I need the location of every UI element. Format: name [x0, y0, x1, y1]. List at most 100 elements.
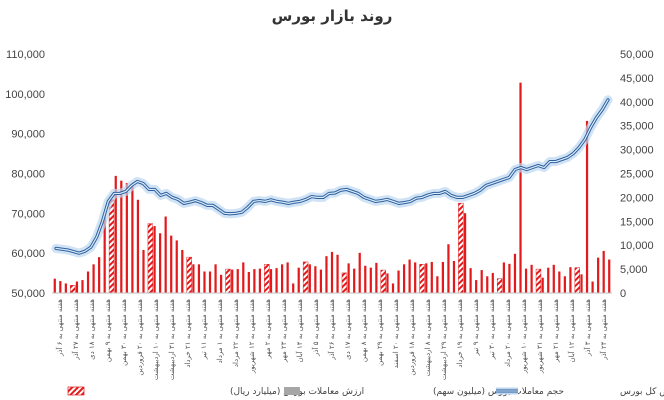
value-bar — [375, 262, 378, 293]
value-bar — [103, 211, 106, 293]
value-bar — [496, 278, 503, 294]
value-bar — [64, 283, 67, 293]
x-tick-label: هفته منتهی به ۲۲ مرداد — [232, 299, 240, 367]
x-tick-label: هفته منتهی به ۲۳ مهر — [280, 299, 288, 363]
value-bar — [430, 261, 433, 293]
value-bar — [341, 272, 348, 294]
value-bar — [580, 274, 583, 293]
y-right-tick: 25,000 — [620, 169, 654, 181]
value-bar — [203, 271, 206, 293]
value-bar — [164, 216, 167, 293]
value-bar — [214, 264, 217, 293]
value-bar — [308, 264, 311, 293]
x-tick-label: هفته منتهی به ۳۰ تیر — [488, 299, 496, 361]
x-tick-label: هفته منتهی به ۹ تیر — [472, 299, 480, 357]
x-tick-label: هفته منتهی به ۹ بهمن — [104, 299, 112, 362]
value-bar — [358, 252, 361, 293]
y-right-tick: 0 — [620, 288, 626, 300]
value-bar — [125, 183, 128, 293]
value-bar — [236, 269, 239, 293]
value-bar — [81, 280, 84, 293]
value-bar — [563, 276, 566, 293]
x-tick-label: هفته منتهی به ۸ اردیبهشت — [424, 299, 432, 377]
value-bar — [114, 175, 117, 293]
value-bar — [225, 268, 231, 294]
y-right-tick: 20,000 — [620, 192, 654, 204]
x-tick-label: هفته منتهی به ۲۶ آذر — [327, 299, 336, 361]
value-bar — [297, 267, 300, 293]
x-tick-label: هفته منتهی به ۵ آذر — [311, 299, 320, 357]
value-bar — [275, 268, 278, 293]
x-tick-label: هفته منتهی به ۲۹ بهمن — [376, 299, 384, 366]
value-bar — [280, 264, 284, 293]
y-right-tick: 10,000 — [620, 240, 654, 252]
value-bar — [425, 263, 428, 293]
value-bar — [325, 256, 328, 293]
value-bar — [108, 199, 115, 294]
y-left-tick: 100,000 — [5, 89, 45, 101]
value-bar — [530, 264, 533, 293]
x-tick-label: هفته منتهی به ۲۱ مهر — [552, 299, 560, 363]
value-bar — [436, 276, 439, 293]
x-tick-label: هفته منتهی به ۱۴ آبان — [295, 299, 304, 363]
x-tick-label: هفته منتهی به ۱۲ شهریور — [248, 299, 256, 374]
value-bar — [597, 257, 600, 293]
y-left-tick: 90,000 — [11, 129, 45, 141]
value-bar — [142, 249, 145, 293]
value-bar — [153, 226, 156, 293]
x-axis-labels: هفته منتهی به ۶ آذر هفته منتهی به ۲۷ آذر ه… — [55, 299, 608, 380]
value-bar — [75, 281, 79, 293]
y-left-tick: 70,000 — [11, 208, 45, 220]
value-bar — [159, 233, 162, 293]
value-bar — [569, 267, 572, 293]
value-bar — [414, 262, 417, 293]
value-bar — [231, 269, 234, 293]
y-axis-left: 50,000 60,000 70,000 80,000 90,000 100,000 110… — [5, 49, 45, 300]
legend-swatch — [284, 387, 300, 395]
x-tick-label: هفته منتهی به ۸ بهمن — [360, 299, 368, 362]
y-right-tick: 15,000 — [620, 216, 654, 228]
value-bar — [353, 268, 356, 293]
y-left-tick: 50,000 — [11, 288, 45, 300]
value-bar — [519, 82, 522, 294]
x-tick-label: هفته منتهی به ۶ آذر — [55, 299, 64, 357]
value-bar — [486, 276, 489, 293]
y-right-tick: 5,000 — [620, 264, 648, 276]
value-bar — [253, 269, 256, 293]
value-bar — [552, 264, 555, 293]
value-bar — [314, 266, 317, 293]
value-bar — [220, 274, 223, 293]
value-bar — [292, 283, 295, 293]
value-bar — [264, 264, 270, 294]
value-bar — [136, 199, 140, 293]
value-bar — [402, 264, 406, 293]
index-line — [51, 95, 613, 258]
x-tick-label: هفته منتهی به ۱۸ دی — [88, 299, 96, 360]
value-bar — [547, 267, 550, 293]
value-bar — [269, 269, 273, 293]
x-tick-label: هفته منتهی به ۲۰ مرداد — [504, 299, 512, 367]
value-bar — [319, 269, 323, 293]
value-bar — [258, 268, 262, 293]
x-tick-label: هفته منتهی به ۲۷ آذر — [71, 299, 80, 361]
value-bar — [131, 185, 134, 293]
value-bar — [475, 280, 478, 293]
x-tick-label: هفته منتهی به ۳۰ بهمن — [120, 299, 128, 366]
x-tick-label: هفته منتهی به ۲۴ آذر — [599, 299, 608, 361]
x-tick-label: هفته منتهی به ۱۹ خرداد — [456, 299, 464, 368]
value-bar — [92, 264, 95, 293]
value-bar — [447, 244, 450, 293]
value-bar — [369, 267, 372, 293]
value-bar — [491, 272, 494, 293]
value-bar — [458, 202, 464, 294]
x-tick-label: هفته منتهی به ۳۱ اردیبهشت — [168, 299, 176, 380]
value-bar — [391, 283, 395, 293]
value-bar — [242, 262, 245, 293]
value-bar — [513, 253, 517, 293]
x-tick-label: هفته منتهی به ۱۸ فروردین — [408, 299, 416, 376]
value-bar — [535, 268, 542, 294]
y-right-tick: 45,000 — [620, 73, 654, 85]
value-bar — [336, 254, 339, 293]
value-bar — [347, 263, 350, 293]
